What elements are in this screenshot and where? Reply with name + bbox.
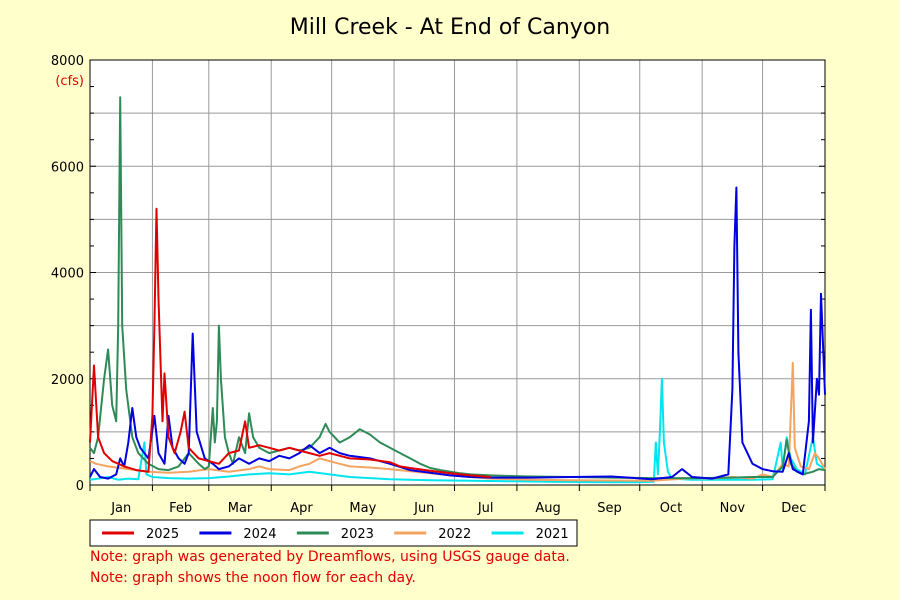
x-tick-label: Jun bbox=[413, 501, 434, 516]
x-tick-label: Nov bbox=[720, 501, 746, 516]
x-tick-label: May bbox=[349, 501, 376, 516]
y-tick-label: 2000 bbox=[51, 373, 84, 388]
legend-label-2025: 2025 bbox=[146, 527, 179, 542]
legend: 2025 2024 2023 2022 2021 bbox=[89, 519, 578, 547]
series-lines bbox=[89, 96, 826, 484]
legend-label-2023: 2023 bbox=[341, 527, 374, 542]
legend-label-2024: 2024 bbox=[243, 527, 276, 542]
x-tick-label: Aug bbox=[535, 501, 560, 516]
chart-title: Mill Creek - At End of Canyon bbox=[290, 15, 610, 40]
y-axis-unit: (cfs) bbox=[55, 74, 84, 89]
note-source: Note: graph was generated by Dreamflows,… bbox=[90, 549, 570, 565]
axes: 0 2000 4000 6000 8000 (cfs) Jan Feb Mar Apr May Jun… bbox=[51, 54, 826, 516]
x-tick-label: Mar bbox=[228, 501, 253, 516]
series-line-2025 bbox=[89, 207, 491, 478]
x-tick-label: Sep bbox=[597, 501, 622, 516]
series-line-2021 bbox=[89, 377, 826, 484]
x-tick-label: Apr bbox=[290, 501, 313, 516]
grid-lines bbox=[89, 59, 826, 485]
y-tick-label: 8000 bbox=[51, 54, 84, 69]
series-line-2024 bbox=[89, 186, 826, 481]
x-tick-label: Feb bbox=[169, 501, 192, 516]
x-tick-label: Oct bbox=[660, 501, 682, 516]
x-tick-label: Dec bbox=[781, 501, 806, 516]
legend-label-2021: 2021 bbox=[536, 527, 569, 542]
x-tick-label: Jul bbox=[477, 501, 494, 516]
y-tick-label: 4000 bbox=[51, 267, 84, 282]
x-tick-label: Jan bbox=[110, 501, 131, 516]
legend-label-2022: 2022 bbox=[438, 527, 471, 542]
y-tick-label: 6000 bbox=[51, 160, 84, 175]
y-tick-label: 0 bbox=[76, 479, 84, 494]
note-noon-flow: Note: graph shows the noon flow for each… bbox=[90, 570, 416, 586]
